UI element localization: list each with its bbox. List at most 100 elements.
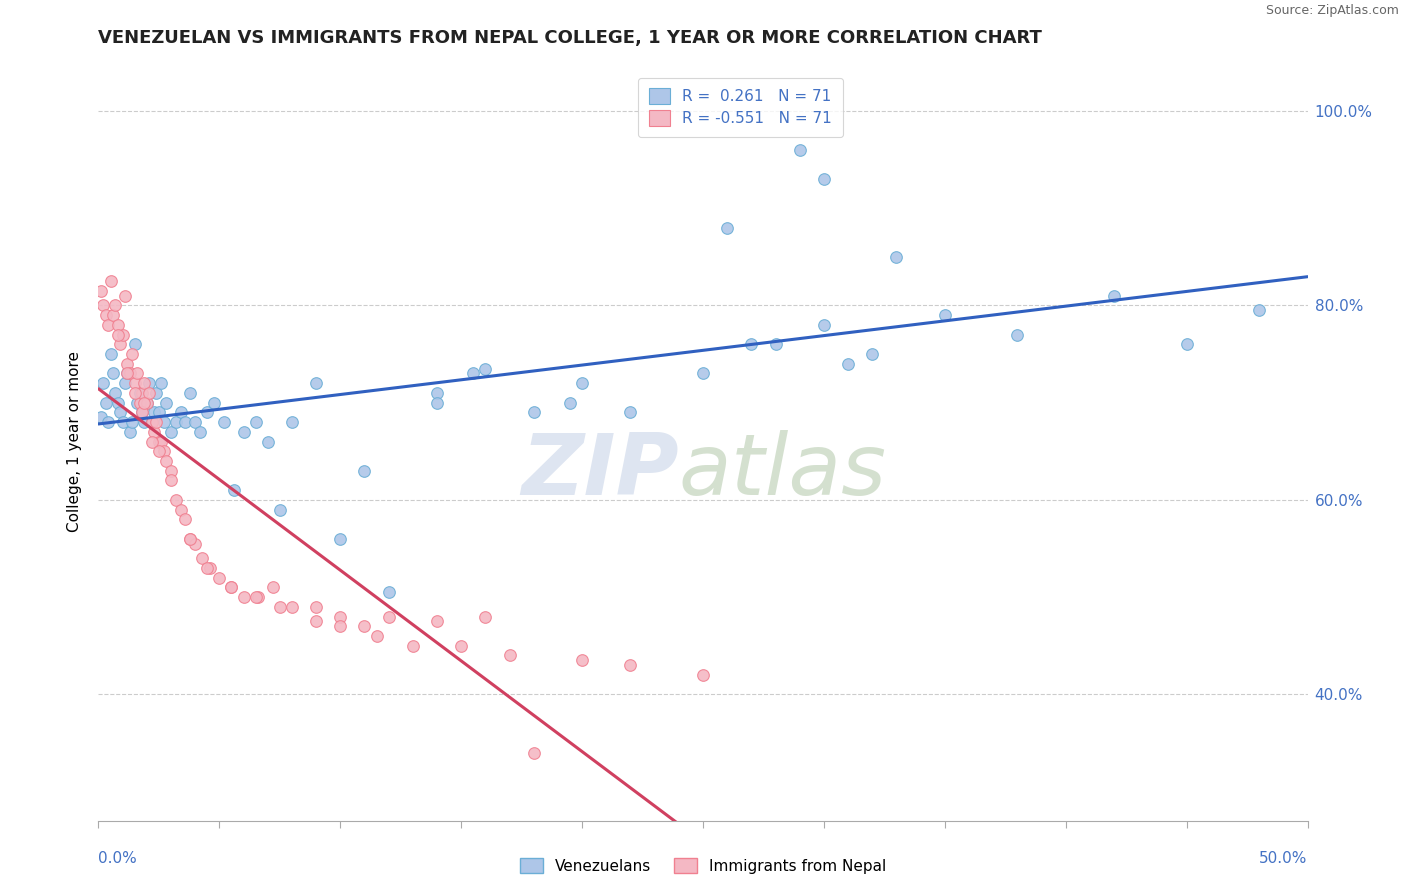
Point (141, 434, 163, 449)
Text: atlas: atlas (679, 430, 887, 514)
Point (1007, 327, 1029, 342)
Point (138, 376, 160, 391)
Point (426, 615, 449, 629)
Point (329, 609, 352, 624)
Point (184, 536, 207, 550)
Point (107, 395, 129, 409)
Point (245, 415, 267, 429)
Point (152, 415, 174, 429)
Point (90, 410, 112, 425)
Point (463, 367, 485, 381)
Point (104, 298, 127, 312)
Point (204, 395, 226, 409)
Point (150, 434, 173, 449)
Point (188, 425, 211, 439)
Point (377, 585, 399, 599)
Point (174, 512, 197, 526)
Point (195, 561, 218, 575)
Point (121, 415, 143, 429)
Point (107, 327, 129, 342)
Point (281, 415, 304, 429)
Point (91, 376, 114, 391)
Point (145, 415, 167, 429)
Point (121, 347, 143, 361)
Point (692, 668, 714, 682)
Point (212, 415, 235, 429)
Point (124, 386, 146, 401)
Point (789, 143, 811, 157)
Point (91, 298, 114, 312)
Point (474, 609, 496, 624)
Point (934, 308, 956, 322)
Point (111, 415, 134, 429)
Point (97, 318, 120, 332)
Point (118, 425, 141, 439)
Point (160, 474, 183, 488)
Point (131, 386, 153, 401)
Point (101, 367, 124, 381)
Point (169, 502, 191, 516)
Point (135, 395, 157, 409)
Point (426, 386, 449, 401)
Point (124, 376, 146, 391)
Point (141, 415, 163, 429)
Point (426, 395, 449, 409)
Point (305, 599, 328, 614)
Point (108, 337, 131, 351)
Point (269, 599, 291, 614)
Point (195, 405, 218, 419)
Point (100, 347, 122, 361)
Point (813, 172, 835, 186)
Point (221, 580, 243, 594)
Point (179, 386, 201, 401)
Point (450, 639, 472, 653)
Y-axis label: College, 1 year or more: College, 1 year or more (67, 351, 83, 532)
Point (221, 580, 243, 594)
Point (619, 658, 641, 673)
Point (148, 434, 170, 449)
Point (353, 464, 375, 478)
Point (131, 405, 153, 419)
Point (498, 648, 520, 663)
Point (152, 444, 174, 458)
Point (353, 619, 375, 633)
Point (138, 386, 160, 401)
Point (143, 425, 166, 439)
Point (813, 318, 835, 332)
Point (141, 415, 163, 429)
Text: 0.0%: 0.0% (98, 851, 138, 866)
Point (198, 561, 221, 575)
Point (222, 483, 245, 497)
Point (117, 357, 139, 371)
Text: Source: ZipAtlas.com: Source: ZipAtlas.com (1265, 4, 1399, 18)
Point (716, 220, 738, 235)
Point (329, 532, 352, 546)
Point (765, 337, 787, 351)
Point (329, 619, 352, 633)
Point (94, 395, 117, 409)
Point (366, 629, 388, 643)
Point (128, 395, 150, 409)
Point (118, 367, 141, 381)
Point (232, 590, 254, 604)
Point (558, 395, 581, 409)
Legend: Venezuelans, Immigrants from Nepal: Venezuelans, Immigrants from Nepal (513, 852, 893, 880)
Point (128, 386, 150, 401)
Text: 50.0%: 50.0% (1260, 851, 1308, 866)
Point (523, 405, 546, 419)
Point (134, 376, 156, 391)
Point (184, 415, 207, 429)
Point (886, 250, 908, 264)
Point (247, 590, 270, 604)
Point (523, 746, 546, 760)
Point (108, 405, 131, 419)
Point (256, 434, 278, 449)
Point (135, 395, 157, 409)
Point (127, 367, 149, 381)
Point (174, 415, 197, 429)
Point (245, 590, 267, 604)
Point (150, 376, 173, 391)
Point (740, 337, 762, 351)
Point (114, 376, 136, 391)
Point (571, 376, 593, 391)
